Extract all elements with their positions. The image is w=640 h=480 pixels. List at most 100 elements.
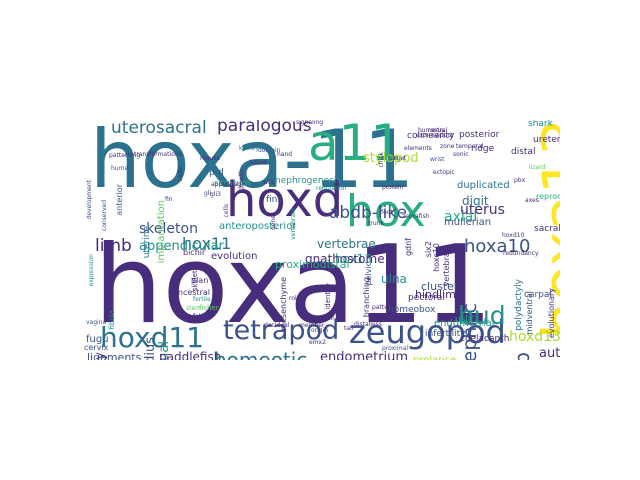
- cloud-word: anteroposterior: [219, 221, 297, 232]
- cloud-word: pattern: [372, 304, 395, 311]
- cloud-word: tetrapod: [223, 315, 340, 346]
- cloud-word: genital: [337, 277, 345, 302]
- cloud-word: colinearity: [407, 131, 455, 141]
- cloud-word: development: [86, 180, 93, 220]
- cloud-word: pbx: [514, 177, 526, 184]
- cloud-word: evolutionary: [547, 288, 556, 339]
- cloud-word: hox13: [335, 252, 372, 266]
- cloud-word: zeugopod: [349, 313, 506, 351]
- cloud-word: growth: [238, 170, 245, 191]
- cloud-word: identity: [324, 283, 332, 310]
- cloud-word: conserved: [101, 200, 108, 232]
- cloud-word: patterning: [109, 152, 141, 159]
- cloud-word: bichir: [183, 248, 206, 257]
- cloud-word: humerus: [418, 127, 445, 134]
- cloud-word: prolapse: [413, 356, 456, 361]
- cloud-word: fate: [193, 313, 205, 320]
- cloud-word: vertebrate: [290, 208, 297, 240]
- cloud-word: infertility: [425, 329, 466, 339]
- cloud-word: bud: [458, 301, 506, 330]
- cloud-word: anterior: [115, 184, 124, 216]
- cloud-word: zone: [440, 143, 455, 150]
- cloud-word: distal: [511, 147, 536, 157]
- cloud-word: kidney: [239, 145, 259, 152]
- cloud-word: ulna: [381, 272, 407, 286]
- cloud-word: branching: [362, 277, 371, 318]
- cloud-word: elements: [404, 145, 432, 152]
- cloud-word: redundancy: [503, 250, 539, 257]
- cloud-word: target: [388, 155, 407, 162]
- cloud-word: hindlimb: [415, 288, 463, 301]
- cloud-word: digit: [462, 194, 489, 208]
- cloud-word: autopod: [539, 346, 560, 360]
- cloud-word: abdb-like: [329, 203, 408, 223]
- cloud-word: mullerian: [444, 217, 492, 228]
- cloud-word: decidual: [264, 322, 290, 329]
- cloud-word: carpal: [524, 290, 552, 300]
- cloud-word: emx2: [309, 339, 326, 346]
- cloud-word: foot: [381, 209, 393, 216]
- cloud-word: appendicular: [139, 239, 224, 254]
- cloud-word: fin: [165, 196, 173, 203]
- cloud-word: vertebral: [442, 250, 451, 287]
- cloud-word: hoxd11: [100, 321, 204, 354]
- cloud-word: paralogous: [217, 120, 312, 136]
- cloud-word: rostral: [428, 127, 448, 134]
- cloud-word: p-d: [209, 168, 224, 178]
- cloud-word: implantation: [156, 200, 167, 264]
- cloud-word: wt1: [263, 179, 275, 186]
- cloud-word: paddlefish: [159, 350, 222, 360]
- cloud-word: signaling: [296, 120, 324, 126]
- cloud-word: homeobox: [388, 305, 436, 315]
- cloud-word: radius: [143, 337, 158, 360]
- cloud-word: usls: [455, 315, 473, 325]
- word-cloud: hoxa11 hoxa-11 hoxa13 a11 hoxd hox zeugopod hox…: [80, 120, 560, 360]
- cloud-word: scrotum: [214, 179, 251, 189]
- cloud-word: hoxa11: [94, 223, 493, 348]
- cloud-word: skeleton: [139, 221, 198, 237]
- cloud-word: gene: [270, 215, 277, 230]
- cloud-word: hoxa10: [464, 236, 531, 257]
- cloud-word: cervix: [84, 343, 109, 352]
- cloud-word: cells: [223, 204, 230, 218]
- cloud-word: human: [111, 165, 132, 172]
- cloud-word: uterine: [142, 226, 152, 259]
- cloud-word: ectopic: [433, 169, 455, 176]
- cloud-word: fibula: [108, 310, 116, 330]
- cloud-word: duplicated: [457, 180, 510, 191]
- cloud-word: regulation: [316, 185, 347, 192]
- cloud-word: zebrafish: [402, 213, 430, 220]
- cloud-word: evolution: [211, 251, 258, 262]
- cloud-word: role: [289, 295, 301, 302]
- cloud-word: plan: [191, 276, 209, 285]
- cloud-word: midventral: [525, 291, 534, 335]
- cloud-word: uterus: [460, 202, 505, 218]
- cloud-word: fertile: [193, 296, 211, 303]
- cloud-word: transformations: [134, 151, 182, 158]
- cloud-word: hoxa-11: [90, 120, 415, 206]
- cloud-word: ancestral: [173, 288, 211, 297]
- cloud-word: posterior: [459, 130, 500, 140]
- cloud-word: expression: [88, 254, 95, 287]
- cloud-word: fisher: [199, 304, 219, 312]
- cloud-word: origin: [311, 327, 329, 334]
- cloud-word: null: [323, 315, 334, 322]
- cloud-word: hox: [346, 186, 426, 237]
- cloud-word: tail: [344, 325, 354, 332]
- cloud-word: oviduct: [431, 132, 454, 139]
- cloud-word: uterosacral: [111, 120, 207, 138]
- cloud-word: hoxd10: [502, 232, 525, 239]
- cloud-word: reproductive: [536, 192, 560, 201]
- cloud-word: code: [177, 167, 184, 182]
- cloud-word: gli3: [210, 191, 221, 198]
- cloud-word: limb: [95, 236, 132, 256]
- cloud-word: vagina: [86, 319, 107, 326]
- cloud-word: vertebrae: [317, 237, 376, 251]
- cloud-word: hoxd: [226, 172, 344, 228]
- cloud-word: axes: [525, 197, 539, 204]
- cloud-word: shark: [528, 120, 553, 129]
- cloud-word: gdnf: [404, 238, 413, 257]
- cloud-word: nephrogenesis: [275, 176, 342, 186]
- cloud-word: polydactyly: [514, 279, 524, 331]
- cloud-word: temporal: [456, 143, 484, 150]
